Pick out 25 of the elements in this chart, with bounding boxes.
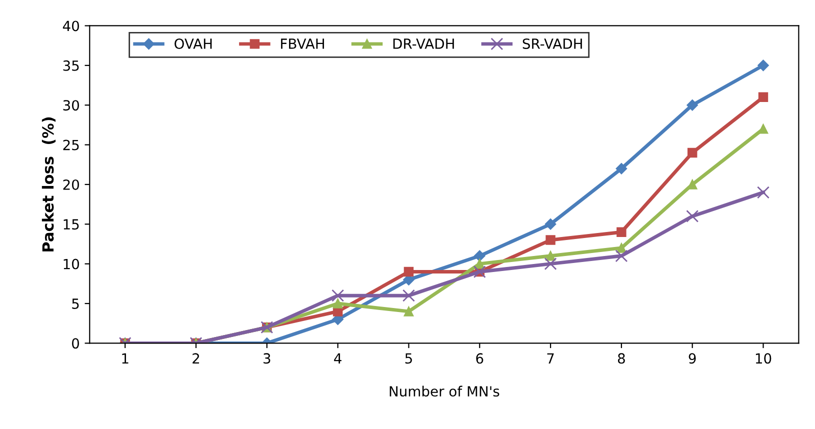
x-tick-label: 1 bbox=[122, 353, 128, 364]
x-tick-label: 8 bbox=[618, 353, 625, 364]
legend-label: FBVAH bbox=[281, 38, 324, 49]
x-tick-label: 6 bbox=[476, 353, 484, 364]
x-tick-label: 9 bbox=[688, 353, 696, 364]
legend-label: OVAH bbox=[174, 38, 212, 49]
x-tick-label: 7 bbox=[547, 353, 554, 364]
y-tick-label: 30 bbox=[63, 100, 80, 111]
y-tick-label: 20 bbox=[63, 179, 80, 190]
y-tick-label: 0 bbox=[72, 338, 80, 349]
x-tick-label: 4 bbox=[334, 353, 342, 364]
x-tick-label: 10 bbox=[756, 353, 772, 364]
x-axis-title: Number of MN's bbox=[390, 386, 500, 397]
x-tick-label: 3 bbox=[264, 353, 270, 364]
x-tick-label: 2 bbox=[192, 353, 200, 364]
y-tick-label: 40 bbox=[62, 20, 80, 32]
y-tick-label: 25 bbox=[63, 140, 79, 150]
legend-label: SR-VADH bbox=[522, 38, 582, 49]
legend-label: DR-VADH bbox=[393, 38, 454, 49]
x-tick-label: 5 bbox=[405, 353, 412, 364]
y-tick-label: 15 bbox=[64, 219, 79, 230]
y-axis-title: Packet loss (%) bbox=[42, 117, 56, 252]
y-tick-label: 5 bbox=[72, 298, 79, 309]
y-tick-label: 10 bbox=[64, 258, 80, 270]
y-tick-label: 35 bbox=[63, 60, 79, 71]
